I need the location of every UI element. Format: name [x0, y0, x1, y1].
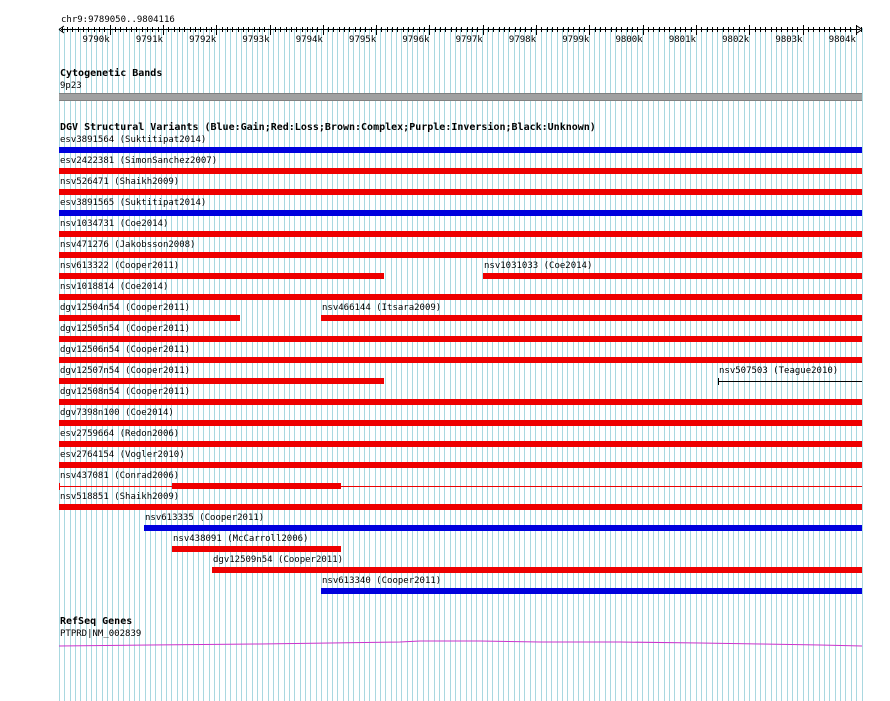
sv-feature-bar[interactable]: [59, 441, 862, 447]
region-label: chr9:9789050..9804116: [61, 15, 175, 25]
cytoband-label: 9p23: [60, 81, 82, 91]
sv-label: dgv12508n54 (Cooper2011): [60, 387, 191, 397]
sv-feature-bar[interactable]: [321, 588, 862, 594]
sv-feature-bar[interactable]: [59, 168, 862, 174]
sv-label: esv2422381 (SimonSanchez2007): [60, 156, 218, 166]
sv-label: dgv12505n54 (Cooper2011): [60, 324, 191, 334]
sv-label: esv3891564 (Suktitipat2014): [60, 135, 207, 145]
ruler-tick-label: 9794k: [295, 35, 323, 45]
sv-feature-bar[interactable]: [59, 420, 862, 426]
sv-label: dgv12506n54 (Cooper2011): [60, 345, 191, 355]
sv-label: esv3891565 (Suktitipat2014): [60, 198, 207, 208]
ruler-tick-label: 9803k: [775, 35, 803, 45]
ruler-tick-label: 9804k: [828, 35, 856, 45]
sv-feature-bar[interactable]: [321, 315, 862, 321]
sv-label: dgv7398n100 (Coe2014): [60, 408, 174, 418]
sv-label: nsv471276 (Jakobsson2008): [60, 240, 196, 250]
dgv-track-title: DGV Structural Variants (Blue:Gain;Red:L…: [60, 122, 596, 133]
sv-label: nsv1034731 (Coe2014): [60, 219, 169, 229]
sv-label: nsv1018814 (Coe2014): [60, 282, 169, 292]
sv-label: dgv12507n54 (Cooper2011): [60, 366, 191, 376]
refseq-track-title: RefSeq Genes: [60, 616, 133, 627]
ruler-tick-label: 9802k: [722, 35, 750, 45]
sv-feature-bar[interactable]: [59, 336, 862, 342]
sv-label: nsv438091 (McCarroll2006): [173, 534, 309, 544]
ruler-tick-label: 9796k: [402, 35, 430, 45]
sv-label: esv2759664 (Redon2006): [60, 429, 180, 439]
sv-feature-bar[interactable]: [59, 210, 862, 216]
sv-feature-bar[interactable]: [59, 399, 862, 405]
sv-feature-bar[interactable]: [59, 357, 862, 363]
sv-feature-bar[interactable]: [144, 525, 862, 531]
ruler-tick-label: 9801k: [668, 35, 696, 45]
sv-feature-segment[interactable]: [172, 483, 341, 489]
sv-label: nsv1031033 (Coe2014): [484, 261, 593, 271]
ruler-tick-label: 9790k: [82, 35, 110, 45]
sv-feature-bar[interactable]: [59, 147, 862, 153]
sv-feature-bar[interactable]: [59, 378, 384, 384]
sv-label: nsv613322 (Cooper2011): [60, 261, 180, 271]
ruler-axis: [58, 25, 863, 35]
sv-label: nsv466144 (Itsara2009): [322, 303, 442, 313]
sv-label: nsv613340 (Cooper2011): [322, 576, 442, 586]
ruler-left-arrow: [58, 25, 65, 34]
ruler-tick-label: 9792k: [189, 35, 217, 45]
sv-feature-bar[interactable]: [212, 567, 862, 573]
sv-label: nsv613335 (Cooper2011): [145, 513, 265, 523]
sv-feature-bar[interactable]: [59, 273, 384, 279]
sv-feature-bar[interactable]: [59, 504, 862, 510]
refseq-gene-label[interactable]: PTPRD|NM_002839: [60, 629, 142, 639]
ruler-tick-label: 9793k: [242, 35, 270, 45]
sv-feature-end-cap: [718, 378, 719, 385]
sv-feature-bar[interactable]: [59, 462, 862, 468]
sv-feature-bar[interactable]: [718, 381, 862, 382]
sv-label: nsv526471 (Shaikh2009): [60, 177, 180, 187]
ruler-tick-label: 9798k: [508, 35, 537, 45]
sv-feature-bar[interactable]: [172, 546, 341, 552]
sv-feature-bar[interactable]: [59, 231, 862, 237]
sv-label: nsv518851 (Shaikh2009): [60, 492, 180, 502]
ruler-tick-label: 9800k: [615, 35, 643, 45]
cytoband-bar[interactable]: [59, 93, 862, 101]
refseq-gene-ptprd[interactable]: [0, 635, 890, 651]
sv-label: esv2764154 (Vogler2010): [60, 450, 185, 460]
ruler-tick-label: 9791k: [135, 35, 163, 45]
sv-feature-end-cap: [59, 483, 60, 490]
sv-feature-bar[interactable]: [59, 294, 862, 300]
cytoband-track-title: Cytogenetic Bands: [60, 68, 163, 79]
ruler-tick-label: 9795k: [349, 35, 377, 45]
sv-feature-bar[interactable]: [59, 486, 862, 487]
sv-feature-bar[interactable]: [483, 273, 862, 279]
sv-label: nsv507503 (Teague2010): [719, 366, 839, 376]
sv-feature-bar[interactable]: [59, 189, 862, 195]
refseq-gene-line: [58, 640, 863, 647]
ruler-tick-label: 9799k: [562, 35, 590, 45]
ruler-tick-label: 9797k: [455, 35, 483, 45]
sv-label: dgv12504n54 (Cooper2011): [60, 303, 191, 313]
sv-label: dgv12509n54 (Cooper2011): [213, 555, 344, 565]
sv-feature-bar[interactable]: [59, 315, 240, 321]
sv-label: nsv437081 (Conrad2006): [60, 471, 180, 481]
sv-feature-bar[interactable]: [59, 252, 862, 258]
